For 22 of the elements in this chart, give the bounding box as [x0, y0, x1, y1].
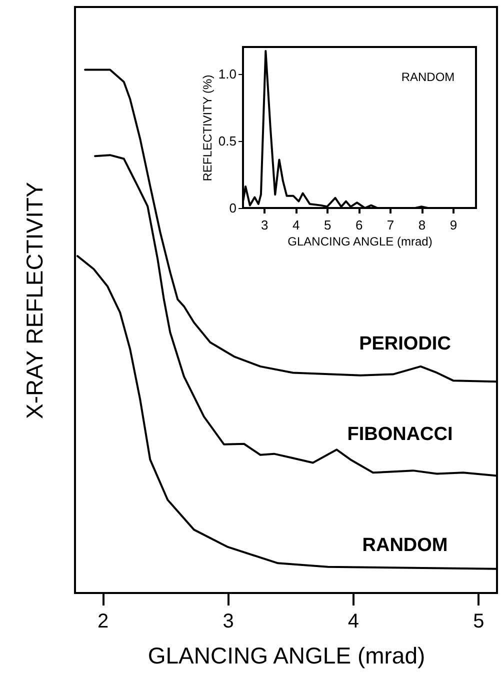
x-tick-label: 7 — [386, 218, 394, 232]
x-tick-label: 3 — [222, 610, 234, 632]
y-tick-label: 0.5 — [218, 133, 236, 148]
y-tick-label: 1.0 — [218, 66, 236, 82]
x-tick-label: 2 — [97, 610, 109, 632]
x-tick-label: 8 — [418, 218, 426, 232]
x-axis-title: GLANCING ANGLE (mrad) — [148, 642, 426, 668]
series-label: FIBONACCI — [347, 424, 453, 445]
x-tick-label: 5 — [324, 218, 332, 232]
y-tick-label: 0 — [229, 200, 236, 216]
y-axis-title: X-RAY REFLECTIVITY — [22, 182, 48, 419]
x-tick-label: 9 — [450, 218, 458, 232]
x-tick-label: 4 — [348, 610, 360, 632]
x-tick-label: 3 — [260, 218, 268, 232]
x-tick-label: 6 — [355, 218, 363, 232]
text: RANDOM — [401, 70, 455, 84]
series-label: RANDOM — [362, 534, 448, 556]
x-axis-title: GLANCING ANGLE (mrad) — [288, 234, 432, 248]
y-axis-title: REFLECTIVITY (%) — [200, 74, 214, 182]
series-label: PERIODIC — [359, 334, 452, 355]
x-tick-label: 5 — [473, 610, 484, 632]
x-tick-label: 4 — [292, 218, 300, 232]
